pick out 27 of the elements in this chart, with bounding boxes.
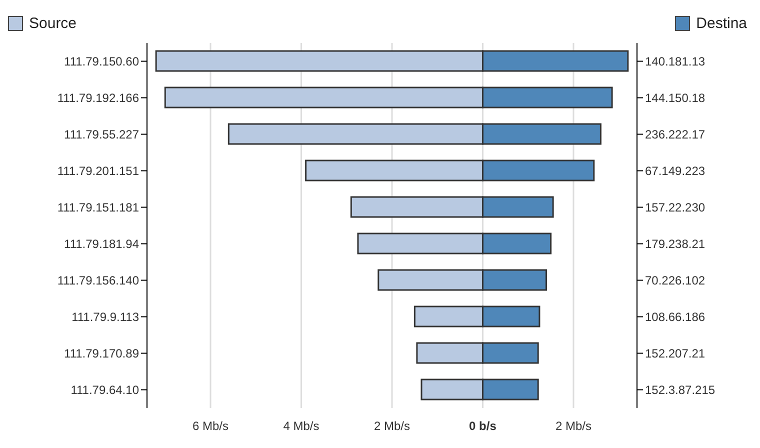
y-tick-label: 111.79.156.140 <box>57 274 140 288</box>
y-tick-label: 111.79.9.113 <box>72 310 140 324</box>
x-tick-label: 2 Mb/s <box>555 419 592 433</box>
y2-tick-label: 144.150.18 <box>645 91 706 106</box>
x-tick-label: 6 Mb/s <box>192 419 229 433</box>
y-tick-label: 111.79.151.181 <box>57 200 140 215</box>
y-tick-label: 111.79.192.166 <box>57 91 140 106</box>
y-tick-label: 111.79.150.60 <box>64 54 140 69</box>
y2-tick-label: 152.3.87.215 <box>645 383 716 398</box>
y-tick-label: 111.79.170.89 <box>64 346 140 361</box>
y-tick-label: 111.79.201.151 <box>57 164 140 178</box>
y2-tick-label: 157.22.230 <box>645 200 706 215</box>
x-tick-label: 2 Mb/s <box>374 419 410 433</box>
y2-tick-label: 108.66.186 <box>645 310 706 324</box>
y-tick-label: 111.79.181.94 <box>64 237 140 252</box>
y-tick-label: 111.79.64.10 <box>70 383 140 398</box>
y2-tick-label: 179.238.21 <box>645 237 706 252</box>
y2-tick-label: 140.181.13 <box>645 54 706 69</box>
legend-label: Source <box>29 14 77 32</box>
x-tick-label: 4 Mb/s <box>283 419 320 433</box>
legend-label: Destina <box>696 14 747 32</box>
y2-tick-label: 236.222.17 <box>645 128 706 142</box>
y-tick-label: 111.79.55.227 <box>64 128 140 142</box>
y2-tick-label: 70.226.102 <box>645 274 706 288</box>
y2-tick-label: 67.149.223 <box>645 164 706 178</box>
x-tick-label: 0 b/s <box>469 419 497 433</box>
y2-tick-label: 152.207.21 <box>645 346 706 361</box>
